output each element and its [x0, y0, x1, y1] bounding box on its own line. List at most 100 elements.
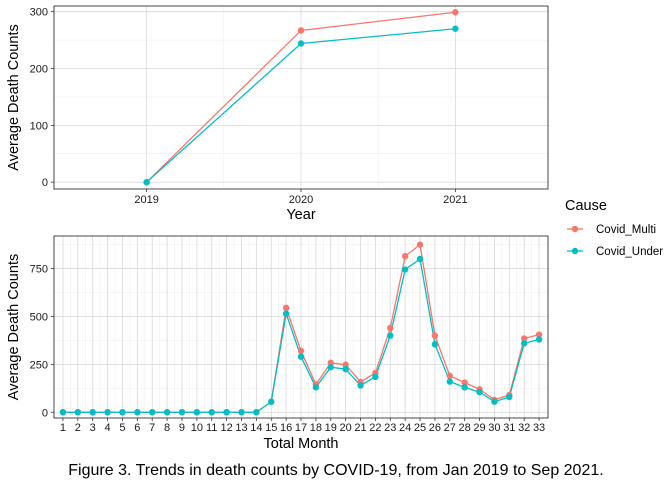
month-x-tick-label: 30	[488, 422, 500, 434]
year-x-tick-label: 2020	[289, 194, 313, 206]
month-point-covid-under	[297, 353, 305, 360]
month-x-tick-label: 5	[119, 422, 125, 434]
month-x-tick-label: 2	[75, 422, 81, 434]
month-point-covid-under	[416, 255, 424, 263]
month-point-covid-under	[163, 409, 171, 416]
month-point-covid-under	[342, 365, 349, 373]
legend-key-point-covid-multi	[571, 225, 579, 233]
month-x-tick-label: 29	[473, 422, 485, 434]
month-x-tick-label: 32	[518, 422, 530, 434]
legend-item-covid-under: Covid_Under	[567, 246, 663, 258]
month-x-tick-label: 31	[503, 422, 515, 434]
month-point-covid-multi	[327, 359, 334, 367]
month-point-covid-multi	[446, 372, 453, 380]
month-point-covid-under	[312, 384, 320, 391]
year-panel-border	[53, 5, 549, 190]
month-x-tick-label: 7	[149, 422, 155, 434]
month-point-covid-under	[282, 310, 290, 317]
month-x-tick-label: 17	[295, 422, 307, 434]
month-x-tick-label: 19	[325, 422, 337, 434]
month-point-covid-multi	[282, 304, 290, 312]
month-point-covid-under	[327, 364, 334, 371]
month-point-covid-multi	[416, 241, 424, 248]
month-point-covid-multi	[401, 252, 409, 260]
month-x-tick-label: 15	[265, 422, 277, 434]
legend-title: Cause	[565, 198, 607, 214]
month-point-covid-under	[149, 409, 156, 416]
month-point-covid-under	[134, 409, 141, 416]
month-point-covid-under	[119, 409, 126, 416]
month-x-tick-label: 20	[340, 422, 352, 434]
month-x-tick-label: 10	[191, 422, 203, 434]
year-x-tick-label: 2019	[134, 194, 158, 206]
month-point-covid-under	[461, 384, 468, 391]
year-point-covid-under	[297, 40, 305, 47]
year-x-tick-label: 2021	[443, 194, 467, 206]
month-point-covid-under	[193, 409, 201, 416]
year-y-tick-label: 200	[30, 64, 48, 76]
month-point-covid-under	[208, 409, 215, 416]
month-x-tick-label: 26	[429, 422, 441, 434]
month-x-tick-label: 3	[90, 422, 96, 434]
month-y-tick-label: 500	[30, 311, 48, 323]
month-x-tick-label: 18	[310, 422, 322, 434]
month-point-covid-multi	[342, 361, 349, 368]
month-point-covid-under	[506, 393, 513, 401]
month-point-covid-under	[268, 398, 275, 405]
year-point-covid-multi	[452, 9, 459, 16]
month-point-covid-under	[535, 336, 543, 343]
month-point-covid-multi	[520, 335, 528, 342]
year-y-axis-title: Average Death Counts	[6, 24, 22, 170]
month-x-tick-label: 13	[235, 422, 247, 434]
year-y-tick-label: 0	[42, 177, 48, 189]
year-point-covid-under	[143, 178, 150, 186]
month-y-axis-title: Average Death Counts	[6, 254, 22, 400]
month-x-tick-label: 6	[134, 422, 140, 434]
month-x-axis-title: Total Month	[264, 436, 339, 452]
month-panel-border	[53, 235, 549, 419]
month-x-tick-label: 33	[533, 422, 545, 434]
month-x-tick-label: 12	[220, 422, 232, 434]
figure-caption: Figure 3. Trends in death counts by COVI…	[68, 462, 603, 479]
month-point-covid-under	[59, 409, 67, 416]
month-x-tick-label: 23	[384, 422, 396, 434]
month-point-covid-under	[401, 266, 409, 273]
year-point-covid-under	[452, 25, 459, 32]
year-y-tick-label: 300	[30, 7, 48, 19]
month-point-covid-under	[446, 378, 453, 385]
month-point-covid-under	[74, 409, 82, 416]
month-x-tick-label: 24	[399, 422, 411, 434]
month-x-tick-label: 28	[459, 422, 471, 434]
month-point-covid-under	[253, 409, 260, 416]
month-point-covid-multi	[535, 331, 543, 338]
month-point-covid-multi	[461, 379, 468, 386]
month-point-covid-multi	[387, 324, 394, 332]
month-point-covid-multi	[431, 332, 439, 339]
legend-label-covid-multi: Covid_Multi	[596, 224, 656, 236]
month-x-tick-label: 11	[206, 422, 217, 434]
legend-item-covid-multi: Covid_Multi	[567, 224, 656, 236]
legend: Cause Covid_Multi Covid_Under	[565, 198, 663, 258]
month-point-covid-under	[372, 373, 379, 381]
month-point-covid-under	[357, 382, 364, 389]
month-point-covid-under	[178, 409, 186, 416]
month-x-tick-label: 9	[179, 422, 185, 434]
year-y-tick-label: 100	[30, 120, 48, 132]
month-point-covid-under	[476, 388, 483, 396]
month-point-covid-under	[520, 340, 528, 347]
month-x-tick-label: 21	[354, 422, 366, 434]
month-y-tick-label: 750	[30, 264, 48, 276]
month-x-tick-label: 27	[444, 422, 456, 434]
year-chart: 0 100 200 300 2019 2020 2021 Year Average Death …	[6, 5, 549, 223]
month-x-tick-label: 14	[250, 422, 262, 434]
month-y-tick-label: 250	[30, 359, 48, 371]
month-point-covid-under	[89, 409, 96, 416]
year-point-covid-multi	[297, 27, 305, 34]
month-x-tick-label: 4	[105, 422, 111, 434]
month-point-covid-under	[431, 341, 439, 348]
month-point-covid-under	[104, 409, 111, 416]
month-x-tick-label: 16	[280, 422, 292, 434]
month-point-covid-under	[491, 398, 498, 405]
